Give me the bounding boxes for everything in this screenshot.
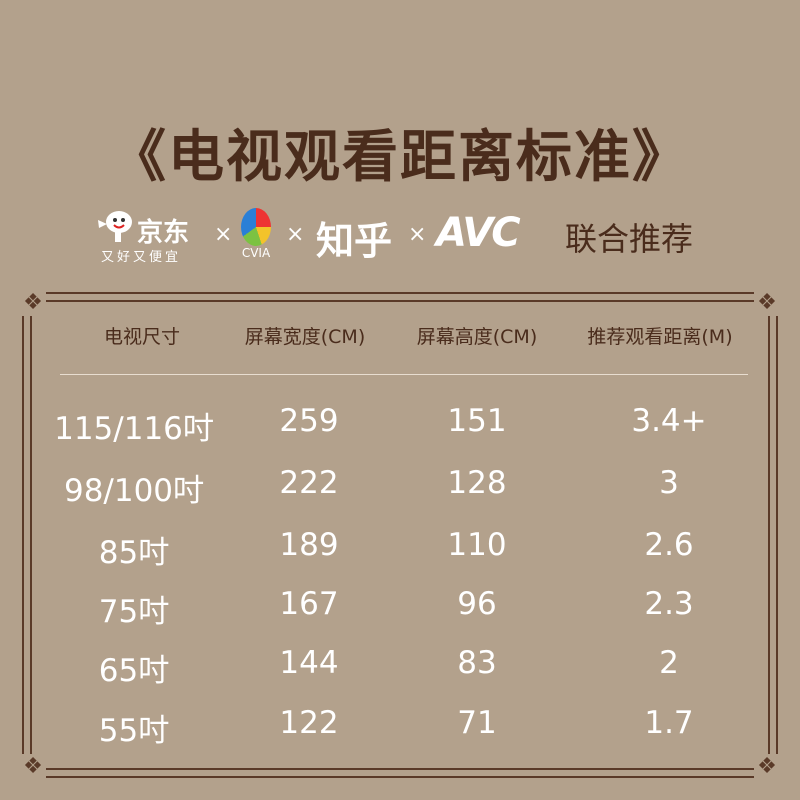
corner-ornament-icon: ❖ bbox=[754, 754, 780, 780]
cvia-ball-icon bbox=[241, 208, 271, 246]
table-cell: 110 bbox=[447, 527, 507, 563]
table-cell: 2 bbox=[659, 645, 679, 681]
table-cell: 98/100吋 bbox=[63, 473, 205, 509]
times-separator: × bbox=[214, 222, 233, 247]
table-header: 电视尺寸 屏幕宽度(CM) 屏幕高度(CM) 推荐观看距离(M) bbox=[0, 322, 800, 352]
table-cell: 71 bbox=[457, 705, 497, 741]
corner-ornament-icon: ❖ bbox=[20, 290, 46, 316]
corner-ornament-icon: ❖ bbox=[754, 290, 780, 316]
table-cell: 85吋 bbox=[98, 535, 170, 571]
zhihu-logo: 知乎 bbox=[316, 219, 393, 263]
table-cell: 3 bbox=[659, 465, 679, 501]
table-cell: 83 bbox=[457, 645, 497, 681]
table-cell: 128 bbox=[447, 465, 507, 501]
header-distance: 推荐观看距离(M) bbox=[587, 326, 733, 348]
table-cell: 96 bbox=[457, 586, 497, 622]
table-cell: 65吋 bbox=[98, 653, 170, 689]
table-cell: 222 bbox=[279, 465, 339, 501]
joint-recommend-label: 联合推荐 bbox=[565, 220, 694, 258]
table-cell: 2.3 bbox=[644, 586, 694, 622]
partner-logos: 京东 又好又便宜 × CVIA × 知乎 × AVC 联合推荐 bbox=[0, 200, 800, 270]
header-tv-size: 电视尺寸 bbox=[103, 326, 181, 348]
table-cell: 115/116吋 bbox=[54, 411, 214, 447]
times-separator: × bbox=[408, 222, 427, 247]
table-row: 98/100吋 222 128 3 bbox=[0, 465, 800, 515]
table-row: 115/116吋 259 151 3.4+ bbox=[0, 403, 800, 453]
table-row: 55吋 122 71 1.7 bbox=[0, 705, 800, 755]
table-row: 65吋 144 83 2 bbox=[0, 645, 800, 695]
header-divider bbox=[60, 374, 748, 375]
table-cell: 1.7 bbox=[644, 705, 694, 741]
table-cell: 259 bbox=[279, 403, 339, 439]
table-row: 85吋 189 110 2.6 bbox=[0, 527, 800, 577]
header-width: 屏幕宽度(CM) bbox=[244, 326, 366, 348]
table-cell: 189 bbox=[279, 527, 339, 563]
corner-ornament-icon: ❖ bbox=[20, 754, 46, 780]
page-title: 《电视观看距离标准》 bbox=[110, 125, 690, 190]
cvia-logo: CVIA bbox=[238, 208, 274, 268]
table-cell: 2.6 bbox=[644, 527, 694, 563]
header-height: 屏幕高度(CM) bbox=[416, 326, 538, 348]
table-frame bbox=[22, 292, 778, 778]
table-cell: 167 bbox=[279, 586, 339, 622]
table-cell: 122 bbox=[279, 705, 339, 741]
table-cell: 144 bbox=[279, 645, 339, 681]
times-separator: × bbox=[286, 222, 305, 247]
table-cell: 3.4+ bbox=[631, 403, 707, 439]
table-cell: 55吋 bbox=[98, 713, 170, 749]
avc-logo: AVC bbox=[436, 210, 521, 256]
table-cell: 75吋 bbox=[98, 594, 170, 630]
jd-dog-icon bbox=[98, 211, 132, 242]
table-row: 75吋 167 96 2.3 bbox=[0, 586, 800, 636]
table-cell: 151 bbox=[447, 403, 507, 439]
